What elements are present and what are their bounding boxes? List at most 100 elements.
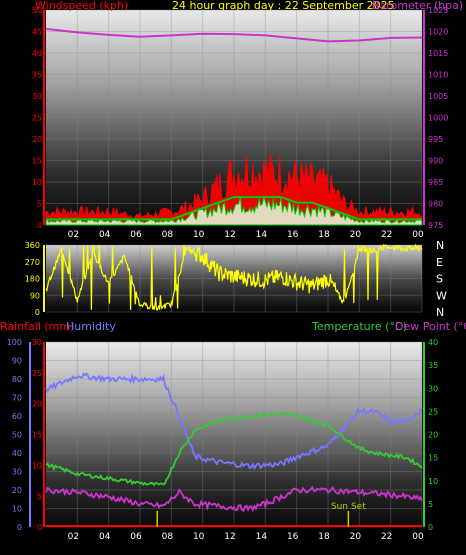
y-tick-label-left: 30 xyxy=(12,468,22,477)
x-tick-label: 06 xyxy=(130,532,142,542)
y-tick-label-right: 995 xyxy=(428,135,443,144)
y-tick-label-left: 50 xyxy=(32,6,42,15)
y-tick-label-right: 10 xyxy=(428,477,438,486)
temperature-line xyxy=(45,411,423,487)
x-tick-label: 04 xyxy=(99,532,111,542)
y-tick-label-right: 1000 xyxy=(428,114,448,123)
y-tick-label-left: 30 xyxy=(32,92,42,101)
y-tick-label-rainfall: 15 xyxy=(32,431,42,440)
x-tick-label: 18 xyxy=(318,532,330,542)
y-tick-label-left: 100 xyxy=(7,338,22,347)
humidity-line xyxy=(45,372,423,471)
wind-direction-line xyxy=(45,243,423,311)
y-tick-label-left: 35 xyxy=(32,71,42,80)
y-tick-label-left: 25 xyxy=(32,114,42,123)
y-tick-label-left: 5 xyxy=(37,200,42,209)
y-tick-label-left: 10 xyxy=(32,178,42,187)
y-tick-label-left: 20 xyxy=(32,135,42,144)
y-tick-label-right: 975 xyxy=(428,221,443,230)
y-tick-label-right: 1020 xyxy=(428,28,448,37)
chart-title: 24 hour graph day : 22 September 2025 xyxy=(172,0,395,12)
humidity-axis-title: Humidity xyxy=(66,320,116,333)
x-tick-label: 20 xyxy=(350,532,362,542)
rainfall-axis-title: Rainfall (mm) xyxy=(0,320,74,333)
y-tick-label-left: 50 xyxy=(12,431,22,440)
x-tick-label: 18 xyxy=(318,230,330,240)
average-wind-line xyxy=(46,196,422,221)
x-tick-label: 20 xyxy=(350,230,362,240)
windspeed-axis-title: Windspeed (kph) xyxy=(35,0,128,12)
y-tick-label-right: 40 xyxy=(428,338,438,347)
y-tick-label-right: 990 xyxy=(428,157,443,166)
x-tick-label: 16 xyxy=(287,532,299,542)
x-tick-label: 22 xyxy=(381,230,392,240)
x-tick-label: 14 xyxy=(256,230,268,240)
x-tick-label: 00 xyxy=(412,230,424,240)
y-tick-label-right: 0 xyxy=(428,523,433,532)
y-tick-label-rainfall: 25 xyxy=(32,369,42,378)
x-tick-label: 04 xyxy=(99,230,111,240)
y-tick-label-right: 20 xyxy=(428,431,438,440)
y-tick-label-left: 20 xyxy=(12,486,22,495)
x-tick-label: 10 xyxy=(193,532,205,542)
y-tick-label-rainfall: 5 xyxy=(37,492,42,501)
compass-label-s: S xyxy=(436,273,443,286)
y-tick-label-left: 0 xyxy=(17,523,22,532)
y-tick-label-left: 45 xyxy=(32,28,42,37)
compass-label-w: W xyxy=(436,289,447,302)
sunset-label: Sun Set xyxy=(331,502,366,512)
barometer-axis-title: Barometer (hpa) xyxy=(372,0,463,12)
compass-label-n: N xyxy=(436,239,444,252)
compass-label-n: N xyxy=(436,306,444,319)
y-tick-label-left: 0 xyxy=(35,308,40,317)
x-tick-label: 12 xyxy=(224,532,235,542)
y-tick-label-left: 90 xyxy=(30,291,40,300)
y-tick-label-rainfall: 10 xyxy=(32,461,42,470)
y-tick-label-right: 5 xyxy=(428,500,433,509)
wind-barometer-panel: Windspeed (kph) 24 hour graph day : 22 S… xyxy=(32,0,463,240)
x-tick-label: 00 xyxy=(412,532,424,542)
y-tick-label-right: 15 xyxy=(428,454,438,463)
x-tick-label: 14 xyxy=(256,532,268,542)
gust-series xyxy=(45,153,423,226)
y-tick-label-left: 70 xyxy=(12,394,22,403)
dewpoint-axis-title: Dew Point (°C) xyxy=(395,320,466,333)
y-tick-label-left: 60 xyxy=(12,412,22,421)
y-tick-label-right: 30 xyxy=(428,384,438,393)
y-tick-label-left: 360 xyxy=(25,241,40,250)
x-tick-label: 08 xyxy=(162,532,174,542)
y-tick-label-left: 0 xyxy=(37,221,42,230)
y-tick-label-right: 25 xyxy=(428,407,438,416)
x-tick-label: 12 xyxy=(224,230,235,240)
wind-speed-series xyxy=(45,195,423,226)
y-tick-label-left: 180 xyxy=(25,275,40,284)
y-tick-label-left: 40 xyxy=(32,49,42,58)
x-tick-label: 16 xyxy=(287,230,299,240)
x-tick-label: 08 xyxy=(162,230,174,240)
y-tick-label-left: 15 xyxy=(32,157,42,166)
temperature-axis-title: Temperature (°C) xyxy=(311,320,407,333)
y-tick-label-rainfall: 20 xyxy=(32,400,42,409)
y-tick-label-left: 80 xyxy=(12,375,22,384)
compass-label-e: E xyxy=(436,256,443,269)
barometer-line xyxy=(45,27,423,43)
y-tick-label-left: 10 xyxy=(12,505,22,514)
x-tick-label: 02 xyxy=(68,230,79,240)
y-tick-label-left: 40 xyxy=(12,449,22,458)
y-tick-label-right: 1010 xyxy=(428,71,448,80)
x-tick-label: 06 xyxy=(130,230,142,240)
x-tick-label: 10 xyxy=(193,230,205,240)
y-tick-label-right: 985 xyxy=(428,178,443,187)
y-tick-label-left: 90 xyxy=(12,357,22,366)
x-tick-label: 02 xyxy=(68,532,79,542)
y-tick-label-right: 980 xyxy=(428,200,443,209)
temp-humidity-panel: Rainfall (mm) Humidity Temperature (°C) … xyxy=(0,320,466,542)
dewpoint-line xyxy=(45,485,423,513)
y-tick-label-left: 270 xyxy=(25,258,40,267)
y-tick-label-right: 1015 xyxy=(428,49,448,58)
y-tick-label-rainfall: 0 xyxy=(37,523,42,532)
y-tick-label-right: 1005 xyxy=(428,92,448,101)
x-tick-label: 22 xyxy=(381,532,392,542)
